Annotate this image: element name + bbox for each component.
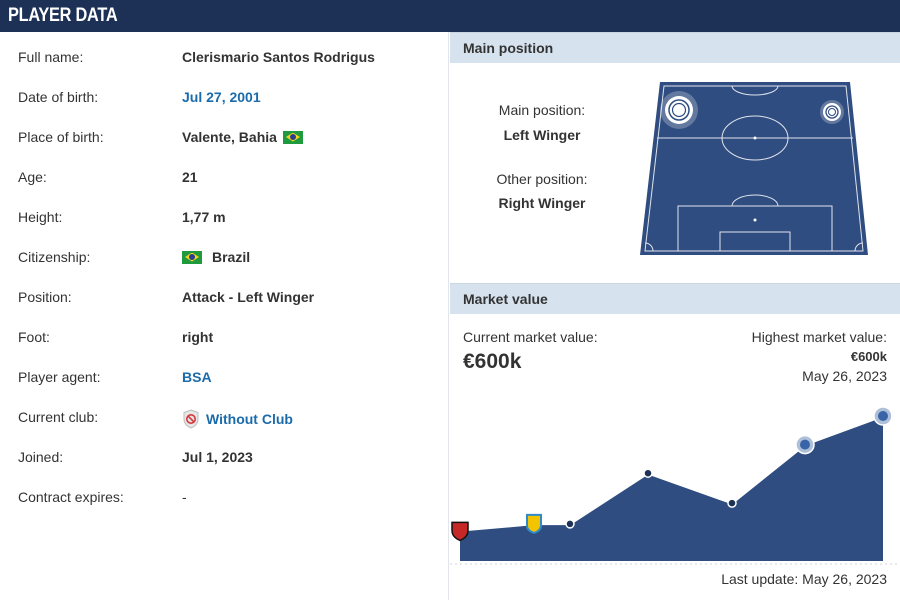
value-position: Attack - Left Winger bbox=[182, 289, 315, 305]
row-current-club: Current club: Without Club bbox=[0, 398, 448, 438]
club-crest-icon bbox=[526, 513, 542, 534]
row-position: Position: Attack - Left Winger bbox=[0, 278, 448, 318]
other-position-marker bbox=[820, 100, 844, 124]
citizenship-text: Brazil bbox=[212, 249, 251, 265]
row-contract-expires: Contract expires: - bbox=[0, 478, 448, 518]
player-agent-link[interactable]: BSA bbox=[182, 369, 212, 385]
row-full-name: Full name: Clerismario Santos Rodrigus bbox=[0, 38, 448, 78]
club-crest-icon-inner bbox=[800, 439, 810, 450]
last-update-text: Last update: May 26, 2023 bbox=[721, 571, 887, 587]
label-place-of-birth: Place of birth: bbox=[18, 129, 104, 145]
current-club-link[interactable]: Without Club bbox=[182, 409, 293, 429]
value-citizenship: Brazil bbox=[182, 249, 250, 265]
main-position-label: Main position: bbox=[498, 102, 586, 118]
other-position-value: Right Winger bbox=[498, 195, 586, 211]
value-place-of-birth: Valente, Bahia bbox=[182, 129, 303, 145]
other-position-label: Other position: bbox=[496, 171, 588, 187]
label-joined: Joined: bbox=[18, 449, 64, 465]
value-height: 1,77 m bbox=[182, 209, 226, 225]
main-position-value: Left Winger bbox=[503, 127, 581, 143]
main-position-panel: Main position: Left Winger Other positio… bbox=[450, 64, 900, 284]
value-joined: Jul 1, 2023 bbox=[182, 449, 253, 465]
label-date-of-birth: Date of birth: bbox=[18, 89, 99, 105]
row-foot: Foot: right bbox=[0, 318, 448, 358]
row-joined: Joined: Jul 1, 2023 bbox=[0, 438, 448, 478]
highest-market-value: €600k bbox=[850, 349, 887, 364]
pitch-field bbox=[640, 82, 868, 255]
main-position-header: Main position bbox=[450, 32, 900, 63]
date-of-birth-link[interactable]: Jul 27, 2001 bbox=[182, 89, 261, 105]
value-contract-expires: - bbox=[182, 489, 187, 505]
player-data-header: PLAYER DATA bbox=[0, 0, 900, 32]
row-height: Height: 1,77 m bbox=[0, 198, 448, 238]
label-age: Age: bbox=[18, 169, 47, 185]
row-citizenship: Citizenship: Brazil bbox=[0, 238, 448, 278]
label-contract-expires: Contract expires: bbox=[18, 489, 124, 505]
label-current-club: Current club: bbox=[18, 409, 99, 425]
main-position-heading: Main position bbox=[463, 40, 554, 56]
market-value-heading: Market value bbox=[463, 291, 548, 307]
current-club-text[interactable]: Without Club bbox=[206, 411, 293, 427]
label-height: Height: bbox=[18, 209, 63, 225]
data-point bbox=[727, 498, 737, 508]
market-value-header: Market value bbox=[450, 283, 900, 314]
label-position: Position: bbox=[18, 289, 72, 305]
value-full-name: Clerismario Santos Rodrigus bbox=[182, 49, 375, 65]
label-full-name: Full name: bbox=[18, 49, 84, 65]
current-market-value: €600k bbox=[463, 350, 522, 373]
row-age: Age: 21 bbox=[0, 158, 448, 198]
position-pitch bbox=[640, 82, 868, 255]
row-place-of-birth: Place of birth: Valente, Bahia bbox=[0, 118, 448, 158]
brazil-flag-icon bbox=[282, 130, 303, 144]
club-crest-icon-inner bbox=[878, 411, 888, 421]
brazil-flag-icon bbox=[182, 250, 202, 264]
value-age: 21 bbox=[182, 169, 198, 185]
highest-market-value-date: May 26, 2023 bbox=[802, 368, 887, 384]
section-title: PLAYER DATA bbox=[8, 5, 118, 26]
data-point bbox=[643, 468, 653, 478]
row-date-of-birth: Date of birth: Jul 27, 2001 bbox=[0, 78, 448, 118]
value-foot: right bbox=[182, 329, 214, 345]
column-divider bbox=[448, 32, 449, 600]
market-value-panel: Current market value: €600k Highest mark… bbox=[450, 316, 900, 600]
label-foot: Foot: bbox=[18, 329, 50, 345]
row-player-agent: Player agent: BSA bbox=[0, 358, 448, 398]
current-market-value-label: Current market value: bbox=[463, 329, 598, 345]
place-of-birth-text: Valente, Bahia bbox=[182, 129, 277, 145]
market-value-area bbox=[460, 416, 883, 561]
no-club-icon bbox=[183, 409, 199, 429]
data-point bbox=[565, 519, 575, 529]
highest-market-value-label: Highest market value: bbox=[751, 329, 887, 345]
market-value-chart bbox=[450, 406, 900, 565]
main-position-marker bbox=[660, 91, 698, 129]
label-citizenship: Citizenship: bbox=[18, 249, 91, 265]
club-crest-icon bbox=[451, 521, 469, 542]
label-player-agent: Player agent: bbox=[18, 369, 101, 385]
